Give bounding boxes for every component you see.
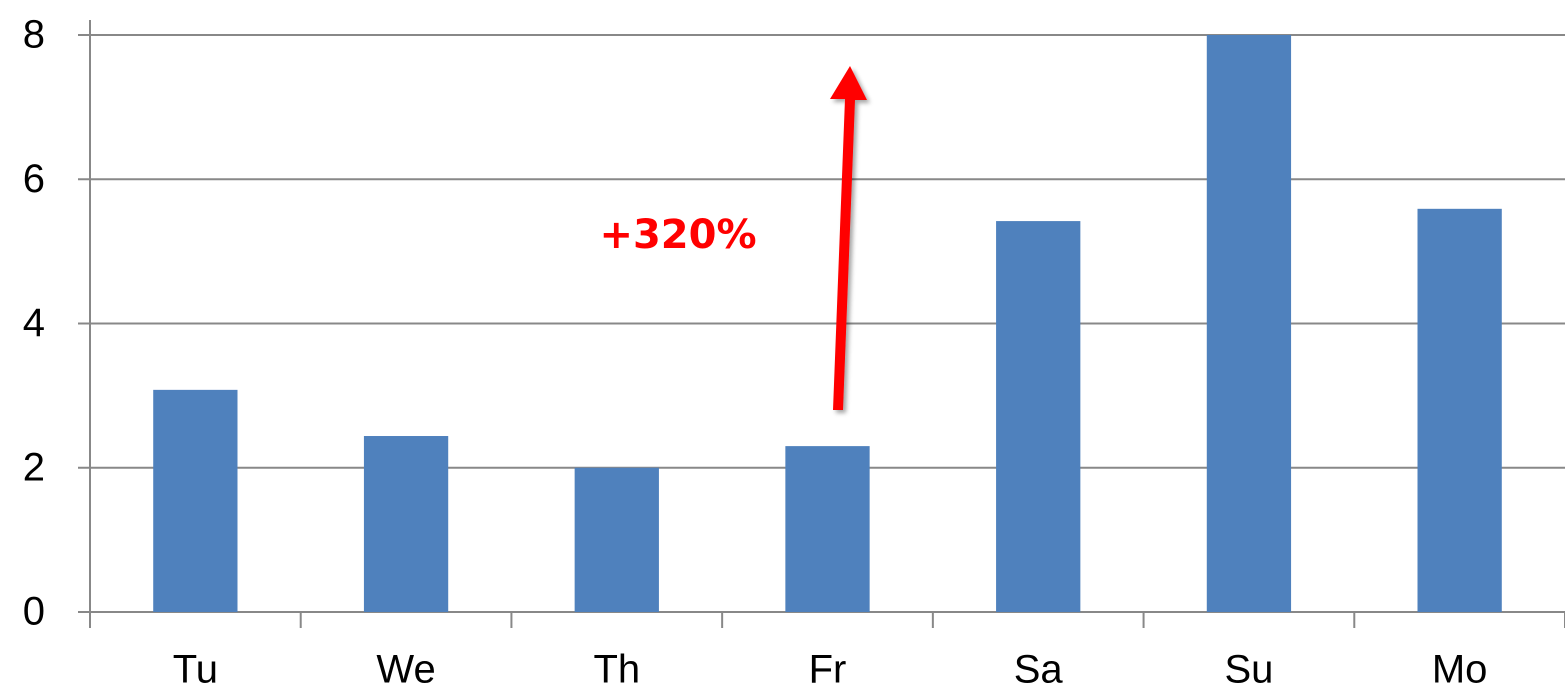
x-tick-label: Fr (809, 648, 847, 692)
x-tick-label: Th (593, 648, 640, 692)
annotation-arrow (830, 66, 867, 410)
x-tick-label: We (376, 648, 435, 692)
y-tick-label: 0 (23, 590, 45, 634)
bar (1417, 208, 1502, 613)
y-tick-label: 4 (23, 301, 45, 345)
y-tick-label: 2 (23, 445, 45, 489)
x-tick-label: Tu (173, 648, 218, 692)
x-tick-label: Sa (1014, 648, 1064, 692)
bars (153, 35, 1502, 613)
labels: 0 2 4 6 8 Tu We Th Fr Sa Su Mo (23, 13, 1488, 692)
x-tick-label: Mo (1432, 648, 1488, 692)
bar (1206, 35, 1292, 612)
y-tick-label: 6 (23, 157, 45, 201)
x-tick-label: Su (1224, 648, 1273, 692)
annotation: +320% (599, 212, 756, 258)
y-tick-label: 8 (23, 13, 45, 57)
bar (574, 467, 659, 612)
bar (785, 446, 870, 612)
bar (363, 436, 449, 612)
bar (996, 221, 1081, 612)
grid (78, 34, 1565, 628)
bar (153, 389, 238, 612)
